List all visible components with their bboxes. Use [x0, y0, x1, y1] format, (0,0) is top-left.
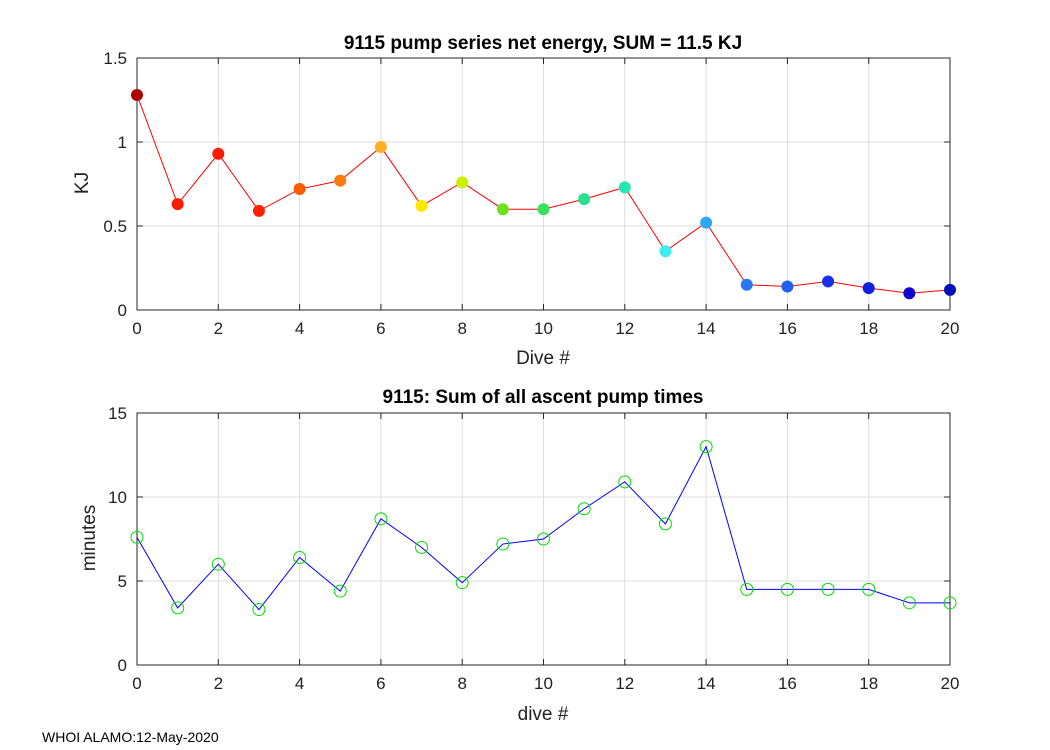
pump-time-data-point [333, 584, 347, 598]
pump-time-data-point [780, 582, 794, 596]
energy-plot: 9115 pump series net energy, SUM = 11.5 … [72, 33, 959, 369]
pump-time-xtick-label: 18 [859, 674, 878, 693]
energy-data-point [131, 88, 143, 101]
energy-data-point [496, 203, 509, 216]
pump-time-xtick-label: 20 [941, 674, 960, 693]
pump-time-data-point [740, 582, 754, 596]
energy-plot-ylabel: KJ [72, 172, 93, 194]
pump-time-xtick-label: 12 [615, 674, 634, 693]
pump-time-ytick-label: 15 [108, 404, 127, 423]
energy-data-point [700, 216, 713, 229]
energy-ytick-label: 0.5 [103, 217, 127, 236]
pump-time-xtick-label: 16 [778, 674, 797, 693]
pump-time-xtick-label: 8 [457, 674, 466, 693]
pump-time-plot: 9115: Sum of all ascent pump times dive … [79, 387, 959, 725]
energy-data-point [537, 203, 550, 216]
energy-ytick-label: 1 [118, 133, 127, 152]
energy-xtick-label: 2 [214, 319, 223, 338]
pump-time-data-point [902, 596, 916, 610]
pump-time-data-point [577, 502, 591, 516]
pump-time-data-point [658, 517, 672, 531]
energy-data-point [293, 183, 306, 196]
pump-time-data-point [252, 603, 266, 617]
energy-data-point [944, 283, 956, 296]
pump-time-data-point [130, 530, 144, 544]
pump-time-data-point [211, 557, 225, 571]
energy-data-point [659, 245, 672, 258]
energy-ytick-label: 0 [118, 301, 127, 320]
energy-xtick-label: 12 [615, 319, 634, 338]
pump-time-data-point [537, 532, 550, 546]
energy-plot-xlabel: Dive # [516, 348, 570, 369]
energy-data-point [171, 198, 184, 211]
pump-time-plot-xlabel: dive # [518, 704, 569, 725]
pump-time-data-point [862, 582, 876, 596]
pump-time-xtick-label: 2 [214, 674, 223, 693]
energy-data-point [578, 193, 591, 206]
pump-time-data-point [699, 440, 713, 454]
footer-stamp: WHOI ALAMO:12-May-2020 [42, 729, 219, 745]
pump-time-data-point [943, 596, 957, 610]
pump-time-xtick-label: 6 [376, 674, 385, 693]
pump-time-xtick-label: 10 [534, 674, 553, 693]
pump-time-plot-ylabel: minutes [79, 505, 100, 572]
energy-xtick-label: 8 [457, 319, 466, 338]
energy-data-point [456, 176, 469, 189]
pump-time-xtick-label: 14 [697, 674, 716, 693]
pump-time-xtick-label: 4 [295, 674, 304, 693]
energy-xtick-label: 10 [534, 319, 553, 338]
pump-time-data-point [455, 576, 469, 590]
pump-time-data-point [821, 582, 835, 596]
pump-time-plot-title: 9115: Sum of all ascent pump times [383, 387, 704, 408]
energy-xtick-label: 18 [859, 319, 878, 338]
energy-xtick-label: 4 [295, 319, 304, 338]
pump-time-data-point [415, 540, 429, 554]
energy-data-point [903, 287, 916, 300]
pump-time-data-point [171, 601, 185, 615]
energy-data-point [618, 181, 631, 194]
energy-data-point [415, 199, 428, 212]
energy-data-point [781, 280, 794, 293]
energy-data-point [374, 141, 387, 154]
energy-xtick-label: 6 [376, 319, 385, 338]
energy-data-point [862, 282, 875, 295]
energy-data-point [334, 174, 347, 187]
energy-xtick-label: 0 [132, 319, 141, 338]
pump-time-ytick-label: 10 [108, 488, 127, 507]
pump-time-ytick-label: 0 [118, 656, 127, 675]
pump-time-data-point [293, 550, 307, 564]
pump-time-ytick-label: 5 [118, 572, 127, 591]
energy-ytick-label: 1.5 [103, 49, 127, 68]
pump-time-data-point [618, 475, 632, 489]
energy-data-point [822, 275, 835, 288]
energy-data-point [740, 278, 753, 291]
energy-xtick-label: 20 [941, 319, 960, 338]
energy-data-point [252, 204, 265, 217]
pump-time-data-point [374, 512, 388, 526]
pump-time-xtick-label: 0 [132, 674, 141, 693]
energy-xtick-label: 16 [778, 319, 797, 338]
energy-plot-title: 9115 pump series net energy, SUM = 11.5 … [344, 33, 742, 54]
energy-data-point [212, 147, 225, 160]
pump-time-series-line [136, 445, 950, 611]
pump-time-data-point [496, 537, 510, 551]
energy-xtick-label: 14 [697, 319, 716, 338]
